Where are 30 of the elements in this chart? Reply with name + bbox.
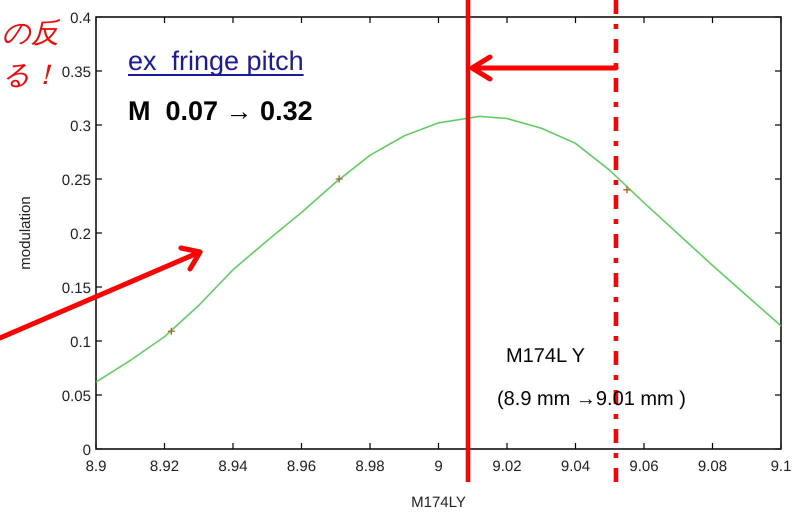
x-tick-label: 9.04: [560, 458, 590, 475]
y-tick-label: 0.15: [62, 280, 91, 297]
text: る！: [2, 59, 59, 90]
annotation: M174L Y: [506, 345, 585, 367]
x-tick-label: 9.06: [629, 458, 659, 475]
x-tick-label: 9: [434, 458, 443, 475]
point: [335, 174, 344, 184]
y-tick-label: 0.1: [70, 334, 91, 351]
x-tick-label: 8.92: [150, 458, 180, 475]
point: [622, 186, 632, 194]
text: の反: [2, 17, 61, 48]
y-tick-label: 0.3: [70, 118, 91, 135]
y-tick-label: 0.4: [70, 10, 91, 27]
x-tick-label: 8.94: [218, 458, 248, 475]
x-tick-label: 8.96: [286, 458, 316, 475]
x-axis-title: M174LY: [411, 494, 466, 511]
y-axis-title: modulation: [17, 196, 34, 270]
y-tick-label: 0.2: [70, 226, 91, 243]
annotation: M 0.07 → 0.32: [128, 96, 313, 126]
point: [167, 327, 176, 336]
y-tick-label: 0: [82, 442, 91, 459]
y-tick-label: 0.35: [62, 64, 91, 81]
annotation: ex fringe pitch: [128, 46, 304, 76]
x-tick-label: 9.1: [770, 458, 792, 475]
y-tick-label: 0.05: [62, 388, 91, 405]
y-tick-label: 0.25: [62, 172, 91, 189]
x-tick-label: 8.9: [86, 458, 106, 475]
x-tick-label: 9.08: [698, 458, 728, 475]
x-tick-label: 8.98: [355, 458, 385, 475]
x-tick-label: 9.02: [492, 458, 522, 475]
